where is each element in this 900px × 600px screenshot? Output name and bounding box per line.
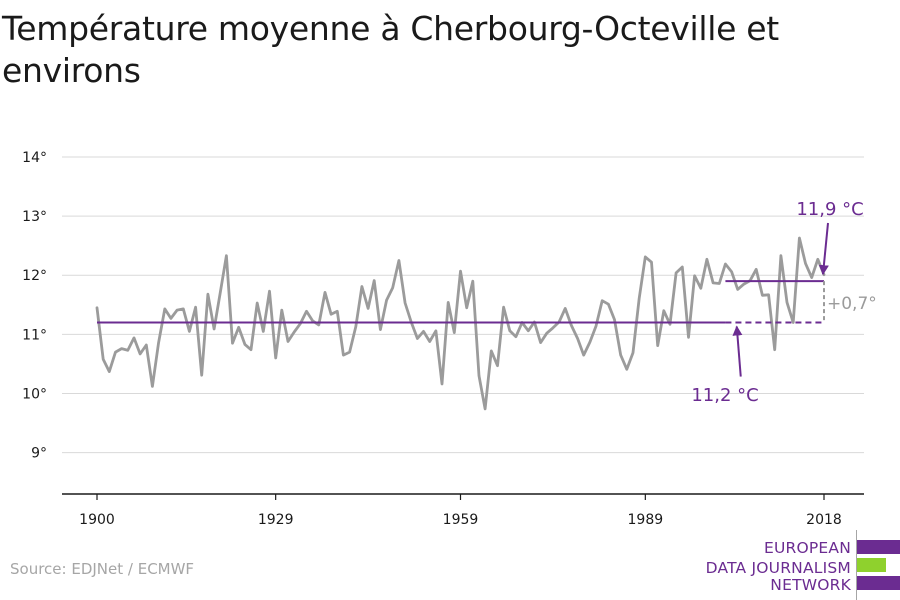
y-tick-label-12: 12°: [22, 268, 47, 284]
x-tick-label-2018: 2018: [806, 512, 842, 528]
series-layer: [95, 236, 826, 411]
temperature-series-line: [95, 236, 826, 411]
line-chart: 9° 10° 11° 12° 13° 14° 1900 1929 1959 1989 2018 +…: [22, 150, 877, 528]
logo-divider: [856, 530, 857, 600]
x-tick-label-1989: 1989: [628, 512, 664, 528]
y-tick-label-14: 14°: [22, 150, 47, 166]
y-axis-tick-labels: 9° 10° 11° 12° 13° 14°: [22, 150, 47, 462]
arrow-mean-recent: [818, 222, 829, 276]
y-tick-label-10: 10°: [22, 386, 47, 402]
y-tick-label-9: 9°: [31, 446, 47, 462]
logo-bar-purple-bottom: [857, 576, 900, 590]
chart-title: Température moyenne à Cherbourg-Octevill…: [2, 9, 779, 90]
x-tick-label-1959: 1959: [443, 512, 479, 528]
logo-bar-purple-top: [857, 540, 900, 554]
annotations: +0,7° 11,2 °C 11,9 °C: [691, 199, 876, 406]
logo-text-line-3: NETWORK: [770, 576, 851, 594]
gridlines: [62, 156, 864, 454]
x-tick-label-1900: 1900: [79, 512, 115, 528]
edjnet-logo: EUROPEAN DATA JOURNALISM NETWORK: [700, 530, 900, 600]
y-tick-label-13: 13°: [22, 209, 47, 225]
logo-text-line-1: EUROPEAN: [763, 539, 851, 557]
label-mean-1900-2002: 11,2 °C: [691, 385, 758, 406]
logo-bar-green: [857, 558, 886, 572]
source-note: Source: EDJNet / ECMWF: [10, 560, 195, 578]
arrow-mean-1900-2002: [732, 325, 743, 377]
logo-text-line-2: DATA JOURNALISM: [705, 559, 851, 577]
label-mean-recent: 11,9 °C: [796, 199, 863, 220]
y-tick-label-11: 11°: [22, 327, 47, 343]
x-axis: 1900 1929 1959 1989 2018: [62, 493, 864, 528]
delta-label: +0,7°: [827, 294, 877, 314]
x-tick-label-1929: 1929: [258, 512, 294, 528]
